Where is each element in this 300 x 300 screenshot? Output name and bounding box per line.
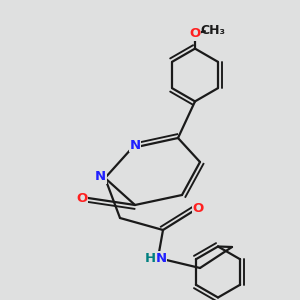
Text: H: H [145,251,156,265]
Text: CH₃: CH₃ [200,24,225,37]
Text: O: O [76,191,88,205]
Text: N: N [95,170,106,183]
Text: N: N [155,251,167,265]
Text: O: O [192,202,204,215]
Text: N: N [129,139,141,152]
Text: O: O [189,27,201,40]
